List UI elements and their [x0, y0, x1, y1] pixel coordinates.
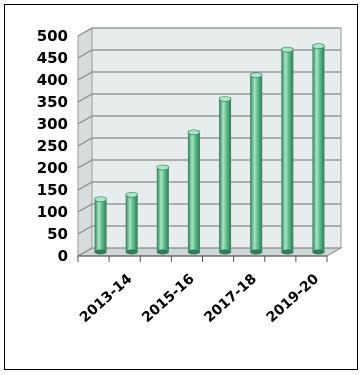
x-axis: 2013-14 2015-16 2017-18 2019-20	[77, 255, 328, 326]
bar	[125, 192, 138, 255]
y-tick-label: 100	[37, 203, 68, 221]
bar	[187, 129, 201, 255]
y-tick-label: 400	[37, 71, 68, 89]
x-tick-label: 2017-18	[201, 271, 259, 326]
y-tick-label: 250	[37, 137, 68, 155]
bar-base	[125, 249, 138, 255]
y-tick-label: 150	[37, 181, 68, 199]
bar-base	[94, 249, 107, 255]
bar-body	[219, 98, 232, 252]
bar-top	[94, 196, 107, 202]
gridline	[77, 27, 341, 37]
bar-base	[250, 249, 263, 255]
bar-base	[219, 249, 232, 255]
y-tick-label: 350	[37, 93, 68, 111]
y-tick-label: 50	[47, 225, 68, 243]
y-tick-label: 200	[37, 159, 68, 177]
bar-body	[94, 199, 107, 252]
bar-body	[250, 75, 263, 253]
bar	[312, 43, 325, 255]
bar	[218, 96, 232, 255]
y-tick-label: 500	[37, 27, 68, 45]
gridline	[77, 71, 341, 81]
bar-body	[156, 167, 169, 252]
bar-top	[281, 46, 294, 53]
bar	[281, 46, 294, 255]
bar-base	[312, 249, 325, 255]
y-tick-label: 450	[37, 49, 68, 67]
bar-top	[187, 129, 201, 136]
bar	[94, 196, 107, 255]
bar-top	[125, 192, 138, 198]
x-tick-label: 2015-16	[139, 271, 197, 326]
x-tick-label: 2019-20	[264, 271, 323, 326]
x-tick-label: 2013-14	[77, 271, 136, 326]
bar-top	[218, 96, 232, 102]
bar	[156, 164, 170, 255]
floor	[76, 247, 343, 257]
bar-base	[156, 249, 169, 255]
y-tick-label: 0	[58, 247, 68, 265]
bar-base	[281, 249, 294, 255]
y-axis: 0 50 100 150 200 250 300 350 400 450 500	[37, 27, 68, 265]
bar-body	[125, 194, 138, 252]
bar-top	[312, 43, 325, 49]
bar-top	[156, 164, 170, 171]
bar-top	[249, 72, 263, 78]
bar	[249, 72, 263, 255]
bar-base	[187, 249, 200, 255]
bar-body	[312, 46, 325, 252]
gridline	[77, 49, 341, 59]
chart-frame: 0 50 100 150 200 250 300 350 400 450 500 2013-14 20…	[4, 4, 358, 370]
bar-body	[187, 132, 200, 252]
bar-body	[281, 49, 294, 252]
plot-walls	[76, 27, 343, 257]
bars	[94, 43, 325, 255]
y-tick-label: 300	[37, 115, 68, 133]
